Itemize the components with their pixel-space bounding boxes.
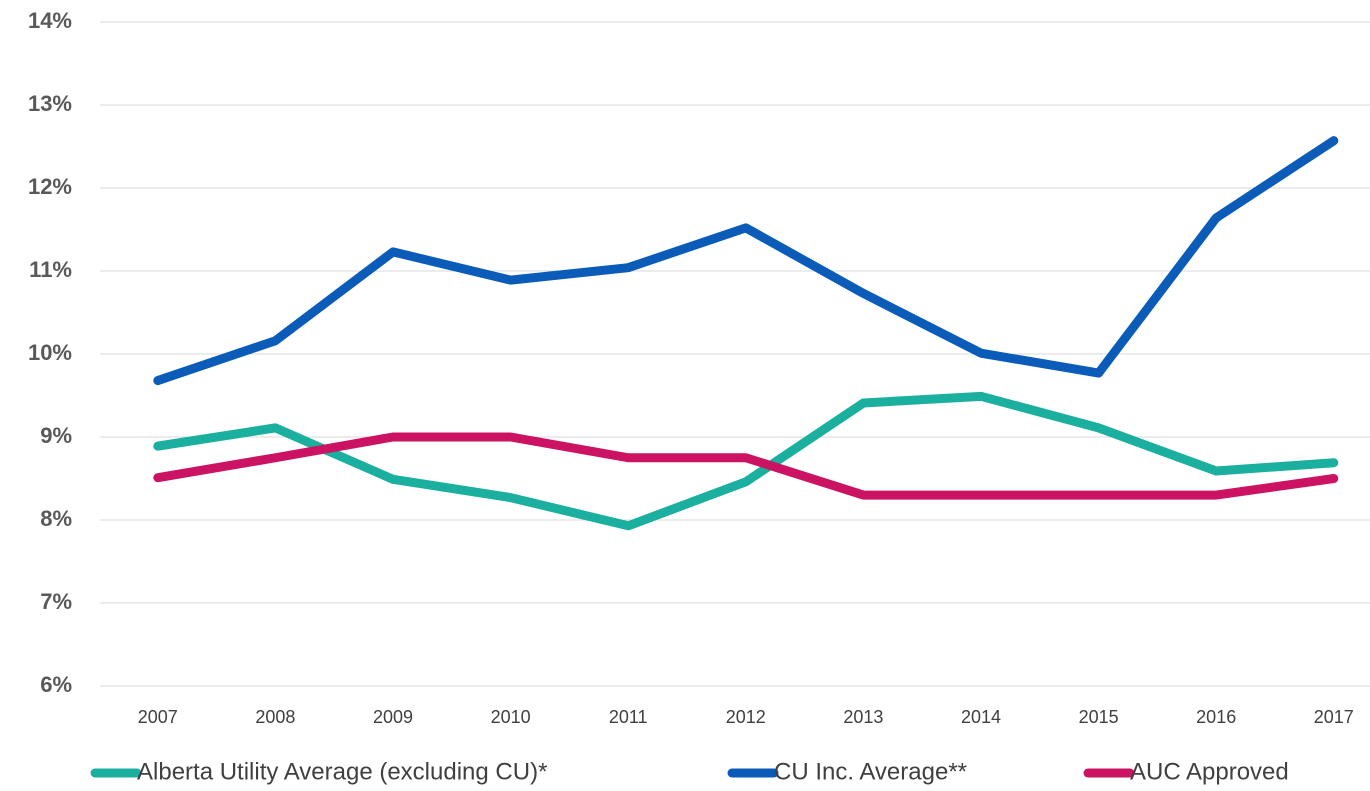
series-line (153, 391, 1339, 531)
y-tick-label: 7% (40, 589, 72, 614)
y-tick-label: 12% (28, 174, 72, 199)
y-tick-label: 13% (28, 91, 72, 116)
x-tick-label: 2017 (1314, 707, 1354, 727)
x-tick-label: 2013 (843, 707, 883, 727)
x-tick-label: 2011 (609, 707, 648, 727)
series-line (153, 136, 1339, 386)
y-tick-label: 6% (40, 672, 72, 697)
x-tick-label: 2014 (961, 707, 1001, 727)
y-tick-label: 10% (28, 340, 72, 365)
y-tick-label: 11% (29, 257, 72, 282)
x-tick-label: 2009 (373, 707, 413, 727)
x-tick-label: 2016 (1196, 707, 1236, 727)
y-tick-label: 14% (28, 8, 72, 33)
legend-label: AUC Approved (1130, 758, 1289, 785)
y-tick-label: 9% (40, 423, 72, 448)
x-tick-label: 2015 (1079, 707, 1119, 727)
series-line (153, 432, 1339, 500)
x-tick-label: 2008 (255, 707, 295, 727)
legend-label: CU Inc. Average** (774, 758, 967, 785)
y-tick-label: 8% (40, 506, 72, 531)
x-tick-label: 2010 (491, 707, 531, 727)
x-tick-label: 2012 (726, 707, 766, 727)
x-tick-label: 2007 (138, 707, 178, 727)
legend-label: Alberta Utility Average (excluding CU)* (137, 758, 547, 785)
